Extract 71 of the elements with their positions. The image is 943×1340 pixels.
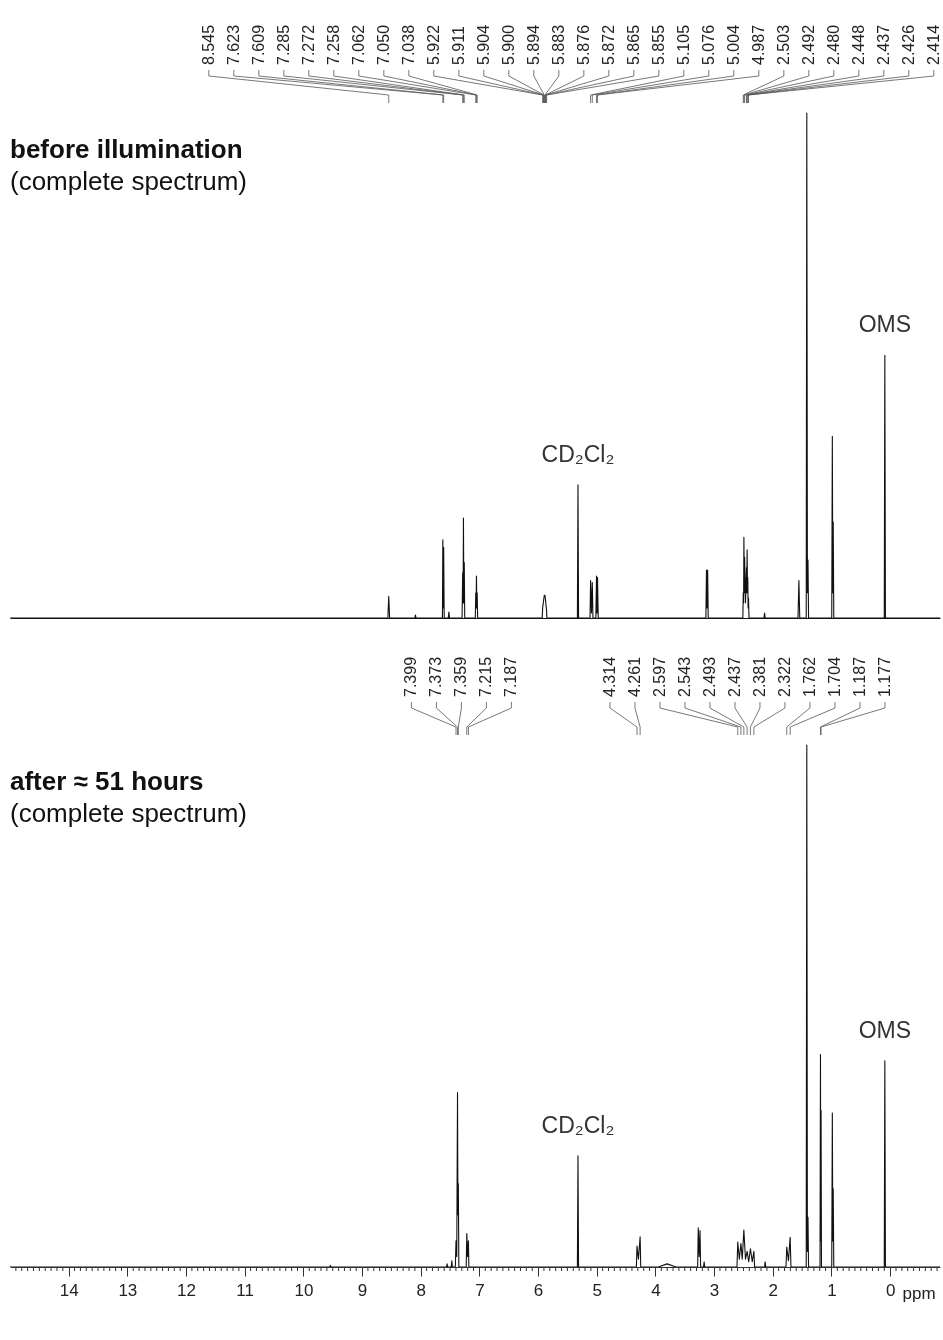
text: (complete spectrum) [10,798,247,828]
x-tick-label: 8 [416,1280,426,1300]
annotation: 5.894 [524,24,542,65]
annotation: 4.987 [749,24,767,65]
annotation: OMS [858,311,912,338]
text: before illumination [10,134,243,164]
annotation: 4.314 [600,656,618,697]
annotation: 7.038 [399,24,417,65]
x-tick-label: 4 [651,1280,661,1300]
annotation: 5.855 [649,24,667,65]
text: after ≈ 51 hours [10,766,204,796]
annotation: 7.373 [427,656,445,697]
x-tick-label: 11 [236,1280,255,1300]
x-tick-label: 5 [592,1280,602,1300]
x-tick-label: 13 [118,1280,138,1300]
annotation: 2.493 [700,656,718,697]
annotation: 5.922 [424,24,442,65]
annotation: 7.399 [402,656,420,697]
annotation: 2.381 [750,656,768,697]
annotation: 7.272 [299,24,317,65]
annotation: 5.900 [499,24,517,65]
annotation: 7.187 [502,656,520,697]
annotation: 2.437 [874,24,892,65]
text: (complete spectrum) [10,166,247,196]
annotation: 4.261 [625,656,643,697]
annotation: OMS [858,1016,912,1043]
annotation: 2.597 [650,656,668,697]
x-tick-label: 9 [357,1280,368,1300]
annotation: 5.904 [474,24,492,65]
x-tick-label: 0 [885,1280,896,1300]
x-tick-label: 2 [768,1280,779,1300]
annotation: 1.187 [850,656,868,697]
annotation: 5.105 [674,24,692,65]
x-axis-title: ppm [902,1283,936,1303]
annotation: 5.911 [449,26,467,65]
annotation: 5.076 [699,24,717,65]
annotation: 1.762 [800,656,818,697]
x-tick-label: 7 [475,1280,485,1300]
annotation: CD₂Cl₂ [541,440,615,467]
x-tick-label: 10 [294,1280,314,1300]
annotation: 5.883 [549,24,567,65]
x-tick-label: 14 [59,1280,79,1300]
annotation: 5.872 [599,24,617,65]
annotation: 2.322 [775,656,793,697]
annotation: CD₂Cl₂ [541,1111,615,1138]
annotation: 2.480 [824,24,842,65]
x-tick-label: 1 [827,1280,837,1300]
x-tick-label: 6 [533,1280,544,1300]
annotation: 2.448 [849,24,867,65]
annotation: 2.492 [799,24,817,65]
annotation: 1.177 [875,656,893,697]
annotation: 7.359 [452,656,470,697]
annotation: 7.609 [249,24,267,65]
annotation: 2.543 [675,656,693,697]
annotation: 1.704 [825,656,843,697]
annotation: 7.215 [477,656,495,697]
annotation: 2.414 [924,24,942,65]
annotation: 5.004 [724,24,742,65]
annotation: 7.050 [374,24,392,65]
annotation: 5.876 [574,24,592,65]
annotation: 2.437 [725,656,743,697]
annotation: 7.062 [349,24,367,65]
annotation: 5.865 [624,24,642,65]
annotation: 8.545 [199,24,217,65]
x-tick-label: 3 [709,1280,720,1300]
annotation: 7.623 [224,24,242,65]
x-tick-label: 12 [177,1280,196,1300]
annotation: 7.258 [324,24,342,65]
annotation: 2.426 [899,24,917,65]
annotation: 2.503 [774,24,792,65]
annotation: 7.285 [274,24,292,65]
